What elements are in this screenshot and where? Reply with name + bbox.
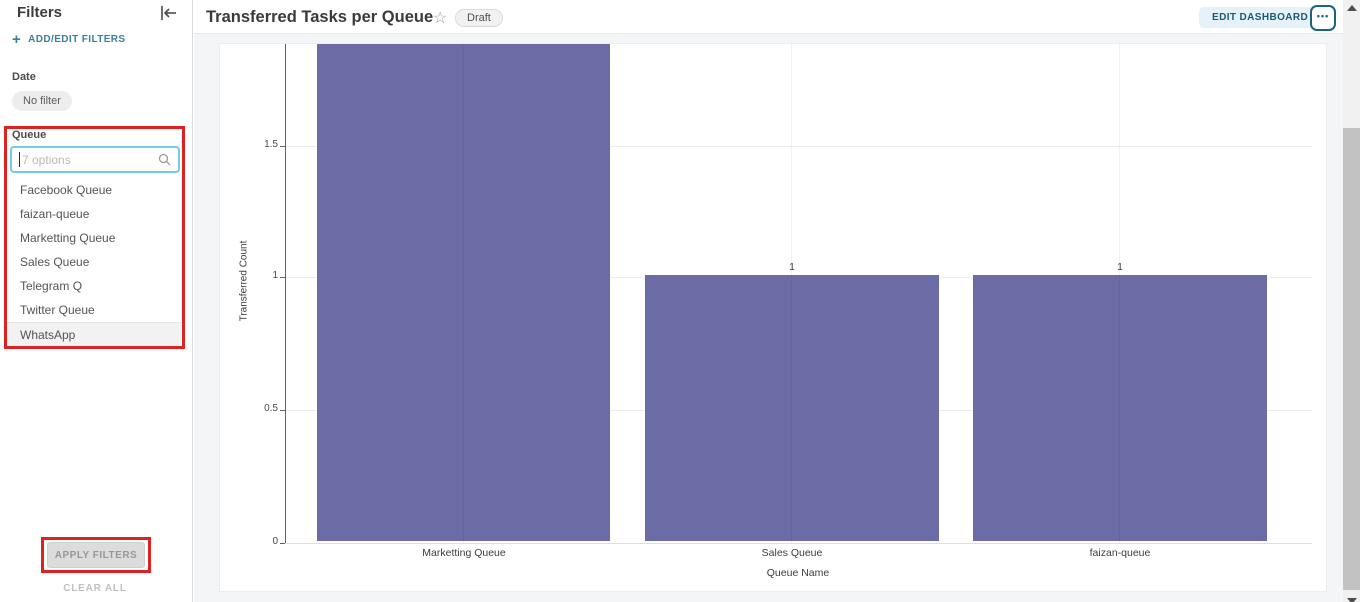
scroll-up-arrow-icon[interactable] (1347, 5, 1357, 11)
vgridline-marketting (463, 44, 464, 543)
queue-option-marketting-queue[interactable]: Marketting Queue (6, 226, 181, 250)
vgridline-faizan (1119, 44, 1120, 543)
add-edit-filters-label: ADD/EDIT FILTERS (28, 34, 126, 45)
x-tick-label-faizan: faizan-queue (1089, 547, 1151, 559)
value-label-faizan-queue: 1 (1117, 262, 1123, 273)
y-tick-mark (280, 277, 285, 278)
bar-marketting-queue[interactable] (317, 44, 610, 541)
collapse-sidebar-icon[interactable] (160, 5, 178, 21)
date-filter-label: Date (12, 71, 36, 83)
filters-sidebar: Filters + ADD/EDIT FILTERS Date No filte… (0, 0, 193, 602)
clear-all-button[interactable]: CLEAR ALL (63, 583, 127, 594)
apply-filters-button[interactable]: APPLY FILTERS (47, 542, 145, 568)
queue-option-faizan-queue[interactable]: faizan-queue (6, 202, 181, 226)
scroll-down-arrow-icon[interactable] (1347, 598, 1357, 602)
dashboard-header: Transferred Tasks per Queue ☆ Draft EDIT… (194, 0, 1343, 34)
bar-faizan-queue[interactable] (973, 275, 1267, 541)
queue-option-facebook-queue[interactable]: Facebook Queue (6, 178, 181, 202)
filters-title: Filters (17, 4, 63, 21)
main-content: Transferred Tasks per Queue ☆ Draft EDIT… (194, 0, 1343, 602)
y-tick-label-0-5: 0.5 (264, 403, 278, 414)
date-filter-chip[interactable]: No filter (12, 91, 72, 111)
y-tick-label-0: 0 (272, 536, 278, 547)
gridline-1-5 (285, 146, 1312, 147)
y-axis-line (285, 44, 286, 543)
chart-card: 1.5 1 0.5 0 Transferred Count 1 1 Market… (219, 43, 1327, 592)
value-label-sales-queue: 1 (789, 262, 795, 273)
queue-search-input[interactable]: 7 options (10, 146, 180, 173)
y-tick-label-1: 1 (272, 270, 278, 281)
page-title: Transferred Tasks per Queue (206, 8, 434, 26)
vgridline-sales (791, 44, 792, 543)
add-edit-filters-button[interactable]: + ADD/EDIT FILTERS (12, 30, 126, 48)
favorite-star-icon[interactable]: ☆ (433, 10, 448, 27)
y-tick-mark (280, 410, 285, 411)
plus-icon: + (12, 30, 22, 48)
queue-option-sales-queue[interactable]: Sales Queue (6, 250, 181, 274)
vertical-scrollbar[interactable] (1343, 0, 1360, 602)
bar-sales-queue[interactable] (645, 275, 939, 541)
text-cursor (19, 152, 20, 167)
x-axis-line (285, 543, 1312, 544)
queue-option-telegram-q[interactable]: Telegram Q (6, 274, 181, 298)
queue-filter-label: Queue (12, 129, 47, 141)
edit-dashboard-button[interactable]: EDIT DASHBOARD (1199, 7, 1322, 28)
queue-option-whatsapp[interactable]: WhatsApp (6, 322, 181, 346)
y-axis-title: Transferred Count (238, 240, 250, 322)
y-tick-mark (280, 146, 285, 147)
x-tick-label-sales: Sales Queue (761, 547, 823, 559)
y-tick-mark (280, 543, 285, 544)
more-options-button[interactable]: ••• (1310, 5, 1336, 31)
queue-option-twitter-queue[interactable]: Twitter Queue (6, 298, 181, 322)
y-tick-label-1-5: 1.5 (264, 139, 278, 150)
search-icon (158, 153, 171, 166)
status-badge: Draft (455, 9, 503, 27)
x-tick-label-marketting: Marketting Queue (422, 547, 506, 559)
x-axis-title: Queue Name (766, 567, 830, 579)
queue-search-placeholder: 7 options (22, 152, 71, 167)
scrollbar-thumb[interactable] (1343, 128, 1360, 590)
